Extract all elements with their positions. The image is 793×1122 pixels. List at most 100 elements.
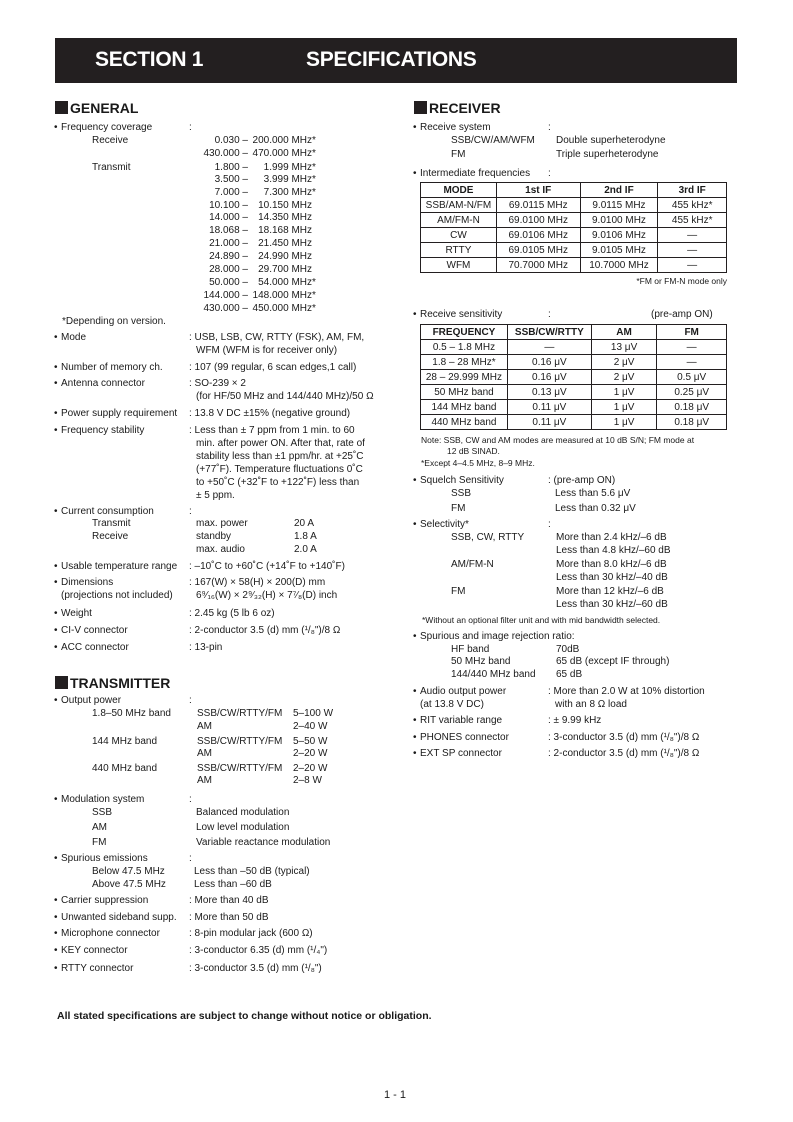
selectivity-value: More than 12 kHz/–6 dB [556, 586, 664, 597]
carrier-value: : More than 40 dB [189, 895, 269, 906]
table-cell: 2 μV [590, 369, 658, 385]
acc-label: ACC connector [54, 642, 129, 654]
selectivity-value: Less than 4.8 kHz/–60 dB [556, 545, 671, 556]
table-cell: — [506, 339, 592, 355]
sensitivity-condition: (pre-amp ON) [651, 309, 713, 320]
memory-label: Number of memory ch. [54, 362, 163, 374]
if-table: MODE 1st IF 2nd IF 3rd IF SSB/AM-N/FM 69.0115… [420, 182, 727, 273]
spurious-key: Above 47.5 MHz [92, 879, 166, 890]
table-cell: — [657, 257, 727, 273]
table-cell: 0.18 μV [656, 399, 727, 415]
table-cell: — [657, 227, 727, 243]
selectivity-mode: AM/FM-N [451, 559, 494, 570]
selectivity-value: Less than 30 kHz/–60 dB [556, 599, 668, 610]
modulation-value: Low level modulation [196, 822, 290, 833]
column-header: AM [590, 324, 658, 340]
table-row: WFM 70.7000 MHz 10.7000 MHz — [420, 257, 727, 273]
table-cell: 0.5 – 1.8 MHz [420, 339, 508, 355]
receive-label: Receive [92, 135, 129, 146]
table-cell: — [656, 339, 727, 355]
freq-from: 430.000 – [203, 148, 249, 159]
table-cell: 0.5 μV [656, 369, 727, 385]
freq-from: 430.000 – [203, 303, 249, 314]
selectivity-mode: SSB, CW, RTTY [451, 532, 525, 543]
key-value: : 3-conductor 6.35 (d) mm (¹/₄") [189, 945, 328, 956]
stability-label: Frequency stability [54, 425, 144, 437]
stability-line: : Less than ± 7 ppm from 1 min. to 60 [189, 425, 355, 436]
table-row: 28 – 29.999 MHz 0.16 μV 2 μV 0.5 μV [420, 369, 727, 385]
output-value: 2–20 W [293, 763, 328, 774]
table-cell: 9.0100 MHz [579, 212, 659, 228]
table-cell: AM/FM-N [420, 212, 497, 228]
output-mode: AM [197, 775, 212, 786]
column-header: FM [656, 324, 727, 340]
system-mode: FM [451, 149, 466, 160]
phones-value: : 3-conductor 3.5 (d) mm (¹/₈")/8 Ω [548, 732, 700, 743]
table-cell: 10.7000 MHz [579, 257, 659, 273]
column-header: 3rd IF [657, 182, 727, 198]
freq-from: 0.030 – [214, 135, 248, 146]
freq-mark: * [312, 303, 316, 314]
modulation-value: Balanced modulation [196, 807, 290, 818]
table-cell: — [657, 242, 727, 258]
system-mode: SSB/CW/AM/WFM [451, 135, 535, 146]
current-receive-label: Receive [92, 531, 129, 542]
freq-from: 3.500 – [214, 174, 248, 185]
acc-value: : 13-pin [189, 642, 223, 653]
freq-to: 7.300 MHz [263, 187, 312, 198]
sensitivity-note: Note: SSB, CW and AM modes are measured … [421, 435, 695, 445]
spurious-value: Less than –60 dB [194, 879, 272, 890]
output-mode: SSB/CW/RTTY/FM [197, 763, 283, 774]
table-cell: 13 μV [590, 339, 658, 355]
dimensions-value-2: 6⁹⁄₁₆(W) × 2⁹⁄₃₂(H) × 7⁷⁄₈(D) inch [196, 590, 338, 601]
table-row: CW 69.0106 MHz 9.0106 MHz — [420, 227, 727, 243]
image-key: HF band [451, 644, 490, 655]
weight-label: Weight [54, 608, 92, 620]
table-cell: WFM [420, 257, 497, 273]
freq-to: 54.000 MHz [258, 277, 312, 288]
disclaimer: All stated specifications are subject to… [57, 1010, 432, 1022]
stability-line: to +50˚C (+32˚F to +122˚F) less than [196, 477, 360, 488]
image-val: 70dB [556, 644, 580, 655]
section-number: SECTION 1 [95, 48, 204, 71]
current-value: 20 A [294, 518, 315, 529]
column-header: FREQUENCY [420, 324, 508, 340]
table-cell: 69.0100 MHz [495, 212, 581, 228]
output-band: 1.8–50 MHz band [92, 708, 171, 719]
table-cell: 1 μV [590, 399, 658, 415]
colon: : [189, 794, 192, 805]
stability-line: min. after power ON. After that, rate of [196, 438, 365, 449]
freq-to: 24.990 MHz [258, 251, 312, 262]
colon: : [548, 122, 551, 133]
transmit-label: Transmit [92, 162, 131, 173]
table-cell: 0.25 μV [656, 384, 727, 400]
table-cell: 9.0106 MHz [579, 227, 659, 243]
output-value: 5–100 W [293, 708, 334, 719]
mode-value: : USB, LSB, CW, RTTY (FSK), AM, FM, [189, 332, 365, 343]
squelch-val: Less than 0.32 μV [555, 503, 636, 514]
modulation-mode: SSB [92, 807, 113, 818]
colon: : [548, 309, 551, 320]
table-header-row: FREQUENCY SSB/CW/RTTY AM FM [420, 324, 727, 340]
stability-line: ± 5 ppm. [196, 490, 235, 501]
freq-mark: * [312, 148, 316, 159]
freq-to: 21.450 MHz [258, 238, 312, 249]
general-heading: GENERAL [55, 100, 138, 116]
table-cell: RTTY [420, 242, 497, 258]
system-value: Triple superheterodyne [556, 149, 659, 160]
table-header-row: MODE 1st IF 2nd IF 3rd IF [420, 182, 727, 198]
table-cell: 1 μV [590, 384, 658, 400]
column-header: 2nd IF [579, 182, 659, 198]
temp-label: Usable temperature range [54, 561, 177, 573]
table-row: 50 MHz band 0.13 μV 1 μV 0.25 μV [420, 384, 727, 400]
squelch-mode: FM [451, 503, 466, 514]
page-number: 1 - 1 [384, 1089, 407, 1101]
freq-from: 144.000 – [203, 290, 249, 301]
table-cell: 144 MHz band [420, 399, 508, 415]
output-power-label: Output power [54, 695, 121, 707]
audio-value-2: with an 8 Ω load [555, 699, 627, 710]
table-cell: 69.0115 MHz [495, 197, 581, 213]
sensitivity-note: *Except 4–4.5 MHz, 8–9 MHz. [421, 458, 535, 468]
freq-to: 14.350 MHz [258, 212, 312, 223]
selectivity-label: Selectivity* [413, 519, 469, 531]
